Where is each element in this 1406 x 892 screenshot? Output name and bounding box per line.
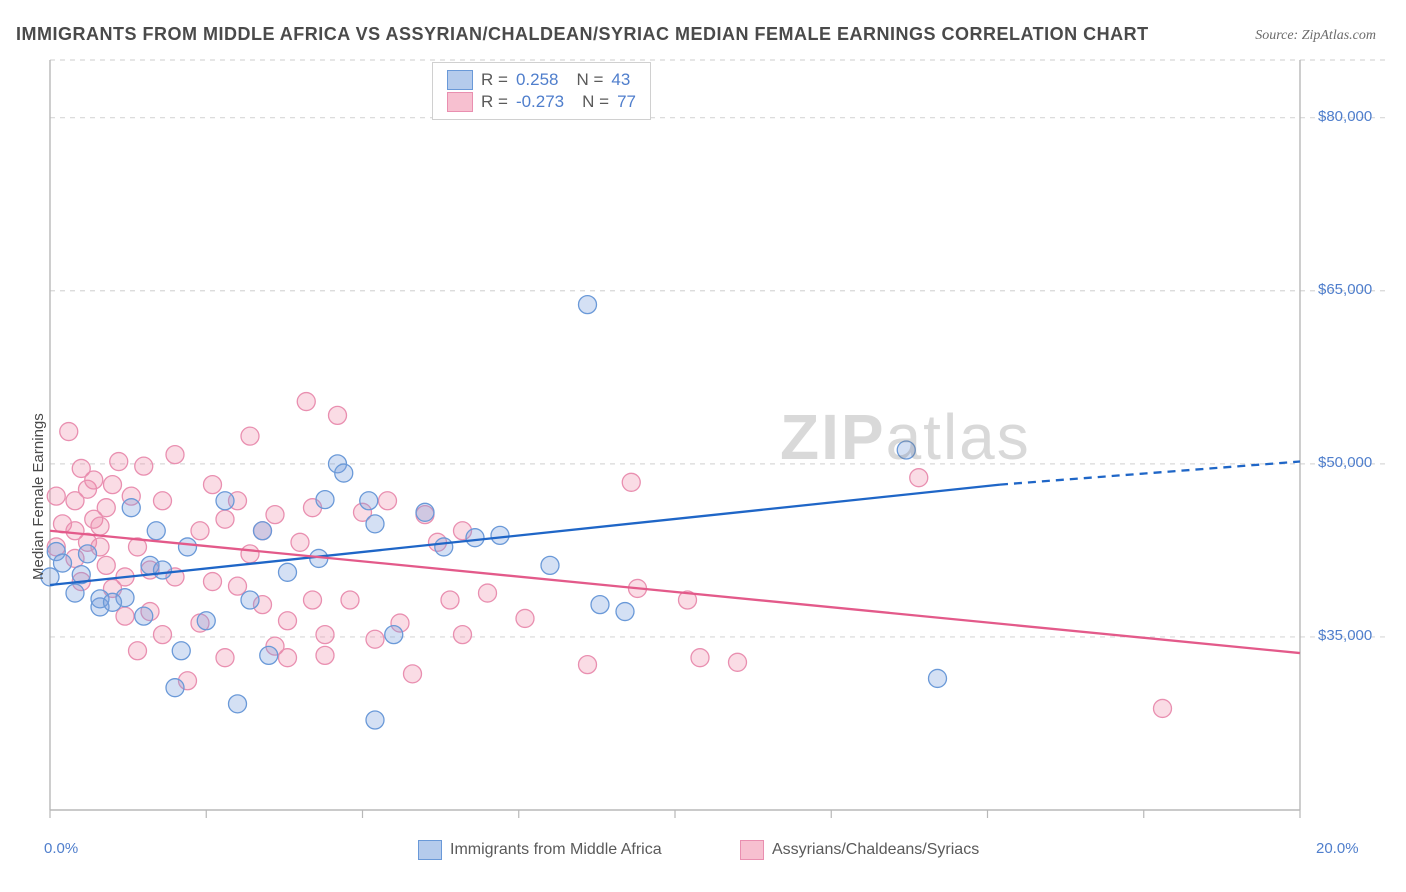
legend-row-series-a: R = 0.258 N = 43 [447,69,636,91]
r-label: R = [481,92,508,112]
legend-row-series-b: R = -0.273 N = 77 [447,91,636,113]
y-tick-label: $50,000 [1318,454,1372,471]
legend-swatch-blue [418,840,442,860]
scatter-chart-svg [0,0,1406,892]
y-axis-label: Median Female Earnings [30,413,47,580]
x-tick-label-min: 0.0% [44,840,78,857]
legend-swatch-pink [740,840,764,860]
x-tick-label-max: 20.0% [1316,840,1359,857]
correlation-stats-legend: R = 0.258 N = 43 R = -0.273 N = 77 [432,62,651,120]
y-tick-label: $80,000 [1318,108,1372,125]
source-attribution: Source: ZipAtlas.com [1255,28,1376,44]
r-label: R = [481,70,508,90]
legend-label-series-a: Immigrants from Middle Africa [450,841,662,859]
n-value-series-a: 43 [611,70,630,90]
r-value-series-a: 0.258 [516,70,559,90]
y-tick-label: $65,000 [1318,281,1372,298]
y-tick-label: $35,000 [1318,627,1372,644]
chart-title: IMMIGRANTS FROM MIDDLE AFRICA VS ASSYRIA… [16,24,1149,45]
legend-swatch-blue [447,70,473,90]
bottom-legend-series-a: Immigrants from Middle Africa [418,840,662,860]
r-value-series-b: -0.273 [516,92,564,112]
n-value-series-b: 77 [617,92,636,112]
legend-swatch-pink [447,92,473,112]
legend-label-series-b: Assyrians/Chaldeans/Syriacs [772,841,979,859]
n-label: N = [582,92,609,112]
n-label: N = [576,70,603,90]
bottom-legend-series-b: Assyrians/Chaldeans/Syriacs [740,840,979,860]
